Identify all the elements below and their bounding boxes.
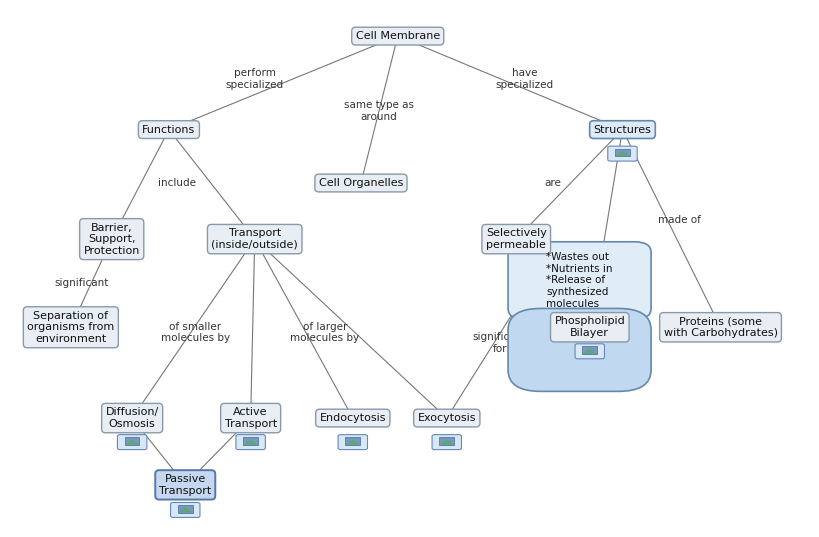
Polygon shape — [243, 439, 258, 445]
Text: made of: made of — [658, 215, 700, 226]
FancyBboxPatch shape — [117, 434, 147, 449]
Polygon shape — [345, 439, 360, 445]
Text: Proteins (some
with Carbohydrates): Proteins (some with Carbohydrates) — [663, 316, 776, 338]
FancyBboxPatch shape — [432, 434, 461, 449]
Polygon shape — [581, 349, 596, 354]
Text: Exocytosis: Exocytosis — [417, 413, 476, 423]
Polygon shape — [439, 439, 454, 445]
Text: Transport
(inside/outside): Transport (inside/outside) — [211, 228, 298, 250]
Text: Barrier,
Support,
Protection: Barrier, Support, Protection — [84, 222, 140, 256]
Text: Phospholipid
Bilayer: Phospholipid Bilayer — [554, 316, 624, 338]
Text: *Wastes out
*Nutrients in
*Release of
synthesized
molecules: *Wastes out *Nutrients in *Release of sy… — [545, 252, 612, 309]
Polygon shape — [178, 507, 192, 513]
Text: perform
specialized: perform specialized — [225, 68, 283, 90]
Text: of smaller
molecules by: of smaller molecules by — [161, 322, 229, 343]
FancyBboxPatch shape — [574, 344, 604, 359]
Bar — [345, 437, 360, 445]
Text: Structures: Structures — [593, 125, 650, 135]
Bar — [243, 437, 258, 445]
Text: of larger
molecules by: of larger molecules by — [290, 322, 360, 343]
Text: Selectively
permeable: Selectively permeable — [485, 228, 546, 250]
Bar — [581, 346, 596, 354]
Text: Functions: Functions — [143, 125, 195, 135]
FancyBboxPatch shape — [607, 146, 636, 161]
Text: Cell Membrane: Cell Membrane — [355, 31, 439, 41]
Text: same type as
around: same type as around — [343, 100, 414, 122]
Text: significant: significant — [54, 279, 109, 288]
FancyBboxPatch shape — [170, 503, 200, 518]
FancyBboxPatch shape — [508, 242, 650, 319]
Polygon shape — [614, 151, 629, 156]
Text: Passive
Transport: Passive Transport — [159, 474, 211, 496]
Bar — [439, 437, 454, 445]
Text: have
specialized: have specialized — [495, 68, 553, 90]
Bar — [124, 437, 139, 445]
Polygon shape — [124, 439, 139, 445]
FancyBboxPatch shape — [236, 434, 265, 449]
FancyBboxPatch shape — [337, 434, 367, 449]
Bar — [614, 149, 629, 156]
Text: include: include — [158, 178, 196, 188]
Text: significant
for: significant for — [472, 332, 527, 354]
Text: Active
Transport: Active Transport — [224, 407, 277, 429]
Text: are: are — [544, 178, 561, 188]
Text: Separation of
organisms from
environment: Separation of organisms from environment — [27, 311, 115, 344]
Text: Endocytosis: Endocytosis — [319, 413, 386, 423]
Bar — [178, 505, 192, 513]
Text: Diffusion/
Osmosis: Diffusion/ Osmosis — [106, 407, 159, 429]
FancyBboxPatch shape — [508, 308, 650, 391]
Text: Cell Organelles: Cell Organelles — [319, 178, 403, 188]
